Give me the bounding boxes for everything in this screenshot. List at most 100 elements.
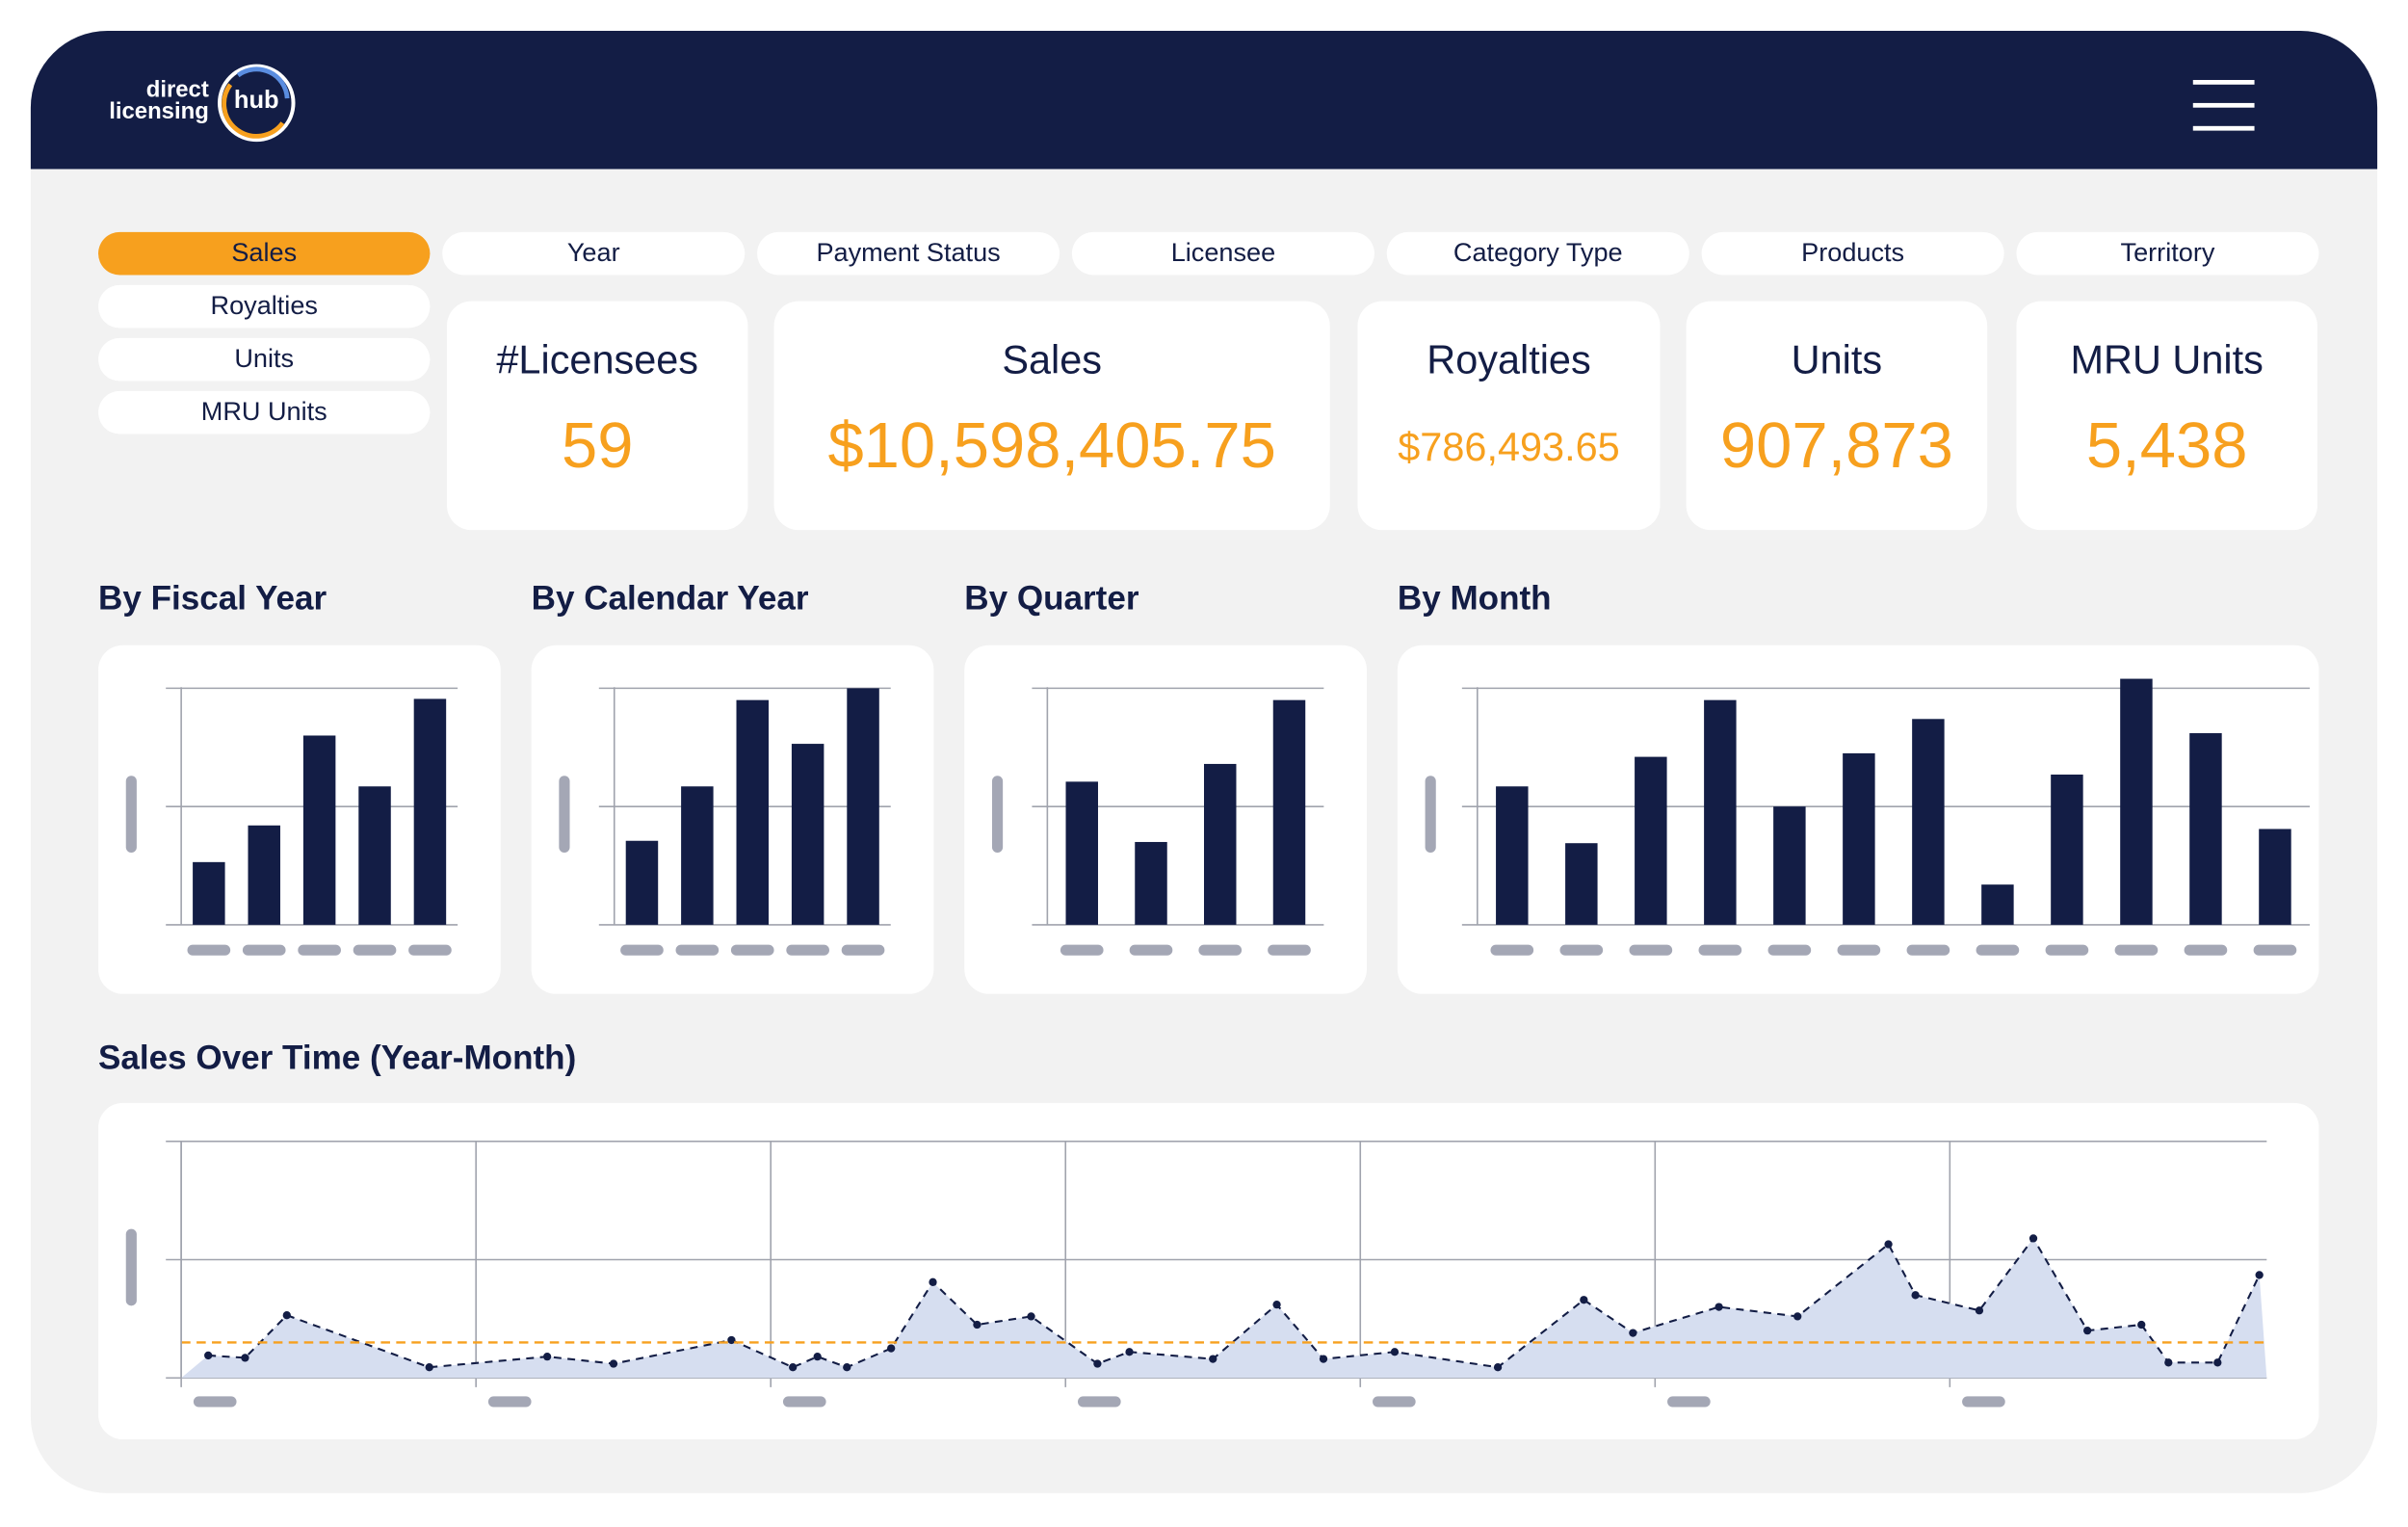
x-tick-placeholder bbox=[730, 944, 774, 956]
filter[interactable]: Products bbox=[1701, 231, 2004, 276]
point bbox=[2028, 1234, 2038, 1243]
kpi-label: Royalties bbox=[1426, 336, 1590, 382]
x-tick-placeholder bbox=[187, 944, 231, 956]
bar bbox=[2259, 829, 2291, 925]
point bbox=[204, 1351, 213, 1360]
kpi-value: $786,493.65 bbox=[1398, 424, 1619, 469]
tab[interactable]: Royalties bbox=[98, 284, 431, 329]
tab-label: Units bbox=[234, 343, 294, 373]
tab[interactable]: MRU Units bbox=[98, 390, 431, 434]
bar bbox=[847, 688, 879, 925]
x-tick-placeholder bbox=[1837, 944, 1881, 956]
filter[interactable]: Territory bbox=[2016, 231, 2319, 276]
filter[interactable]: Payment Status bbox=[757, 231, 1060, 276]
bar bbox=[2051, 774, 2083, 925]
x-tick-placeholder bbox=[242, 944, 286, 956]
point bbox=[843, 1363, 851, 1372]
x-tick-placeholder bbox=[782, 1396, 826, 1408]
filter[interactable]: Category Type bbox=[1386, 231, 1689, 276]
filter-bg bbox=[757, 231, 1060, 276]
bar bbox=[1496, 786, 1529, 925]
y-axis-label-placeholder bbox=[125, 1228, 137, 1306]
x-tick-placeholder bbox=[1268, 944, 1311, 956]
line bbox=[208, 1236, 2261, 1369]
chart-title: By Month bbox=[1398, 580, 1552, 618]
bar bbox=[625, 840, 659, 925]
x-tick-placeholder bbox=[620, 944, 664, 956]
logo-arc bbox=[222, 83, 285, 139]
y-axis-label-placeholder bbox=[991, 776, 1004, 853]
bar bbox=[1272, 699, 1306, 925]
point bbox=[1125, 1348, 1134, 1356]
chart-title: By Quarter bbox=[964, 580, 1139, 618]
bar bbox=[681, 786, 714, 925]
point bbox=[1319, 1355, 1328, 1363]
menu-line bbox=[2192, 102, 2255, 108]
kpi-card bbox=[1357, 301, 1661, 531]
point bbox=[2164, 1358, 2173, 1367]
filter-bg bbox=[442, 231, 746, 276]
bar bbox=[1065, 781, 1098, 925]
kpi-card bbox=[773, 301, 1330, 531]
point bbox=[2255, 1271, 2264, 1279]
point bbox=[1793, 1312, 1802, 1321]
x-tick-placeholder bbox=[408, 944, 452, 956]
x-tick-placeholder bbox=[1629, 944, 1673, 956]
point bbox=[1629, 1329, 1637, 1337]
filter-label: Products bbox=[1801, 237, 1904, 267]
x-tick-placeholder bbox=[1976, 944, 2020, 956]
x-tick-placeholder bbox=[298, 944, 341, 956]
filter[interactable]: Year bbox=[442, 231, 746, 276]
header-bar bbox=[30, 30, 2378, 170]
kpi-value: $10,598,405.75 bbox=[827, 409, 1275, 482]
bar bbox=[736, 699, 769, 925]
filter-label: Payment Status bbox=[816, 237, 1000, 267]
y-axis-label-placeholder bbox=[1425, 776, 1436, 853]
point bbox=[2213, 1358, 2222, 1367]
x-tick-placeholder bbox=[1559, 944, 1604, 956]
tab-bg bbox=[98, 284, 431, 329]
point bbox=[1493, 1363, 1503, 1372]
kpi-label: Units bbox=[1792, 336, 1882, 382]
x-tick-placeholder bbox=[2253, 944, 2297, 956]
menu-button[interactable] bbox=[2192, 79, 2255, 131]
bar bbox=[302, 735, 336, 925]
bar bbox=[1843, 752, 1875, 925]
logo[interactable]: direct licensing hub bbox=[109, 64, 296, 143]
x-tick-placeholder bbox=[2184, 944, 2228, 956]
x-tick-placeholder bbox=[1490, 944, 1534, 956]
bar bbox=[2120, 678, 2153, 925]
filter[interactable]: Licensee bbox=[1071, 231, 1374, 276]
point bbox=[1714, 1303, 1723, 1311]
logo-arc bbox=[236, 66, 290, 99]
tab[interactable]: Units bbox=[98, 337, 431, 382]
kpi-value: 59 bbox=[562, 409, 633, 482]
point bbox=[1027, 1312, 1035, 1321]
bar bbox=[1565, 843, 1598, 925]
filter-bg bbox=[2016, 231, 2319, 276]
tab-label: MRU Units bbox=[201, 396, 327, 426]
tab-label: Sales bbox=[231, 237, 297, 267]
point bbox=[1093, 1359, 1102, 1368]
filter-bg bbox=[1701, 231, 2004, 276]
bar bbox=[1773, 806, 1806, 925]
x-tick-placeholder bbox=[786, 944, 829, 956]
chart-title: By Fiscal Year bbox=[98, 580, 327, 618]
logo-text: hub bbox=[234, 87, 279, 114]
chart-card bbox=[964, 645, 1368, 994]
point bbox=[609, 1359, 618, 1368]
bar bbox=[1704, 699, 1737, 925]
tab[interactable]: Sales bbox=[98, 231, 431, 276]
kpi-label: #Licensees bbox=[496, 336, 698, 382]
x-tick-placeholder bbox=[2045, 944, 2089, 956]
logo-text: licensing bbox=[109, 98, 209, 124]
bar bbox=[1204, 763, 1237, 925]
bar bbox=[358, 786, 391, 925]
tab-bg bbox=[98, 231, 431, 276]
filter-label: Year bbox=[567, 237, 620, 267]
x-tick-placeholder bbox=[1129, 944, 1173, 956]
point bbox=[2137, 1320, 2146, 1330]
chart-title: Sales Over Time (Year-Month) bbox=[98, 1039, 576, 1076]
bar bbox=[248, 825, 280, 925]
point bbox=[542, 1353, 552, 1361]
